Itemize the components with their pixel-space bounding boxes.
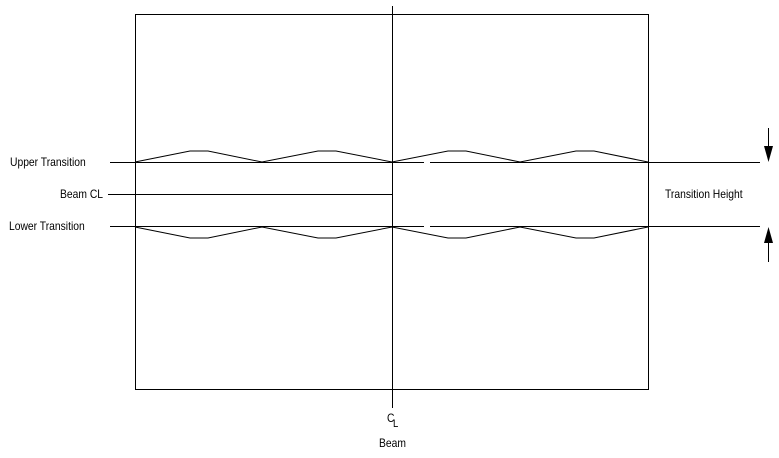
- dimension-arrow-down: [764, 146, 773, 162]
- upper-transition-label: Upper Transition: [10, 155, 86, 169]
- dimension-arrow-up: [764, 227, 773, 243]
- lower-wave-profile: [134, 226, 649, 239]
- transition-height-label: Transition Height: [665, 187, 743, 201]
- centerline-symbol-c: C: [387, 411, 395, 425]
- centerline-symbol-l: L: [393, 418, 399, 430]
- upper-wave-profile: [134, 150, 649, 163]
- beam-cl-label: Beam CL: [60, 187, 104, 201]
- beam-label: Beam: [379, 436, 406, 450]
- lower-transition-label: Lower Transition: [9, 219, 85, 233]
